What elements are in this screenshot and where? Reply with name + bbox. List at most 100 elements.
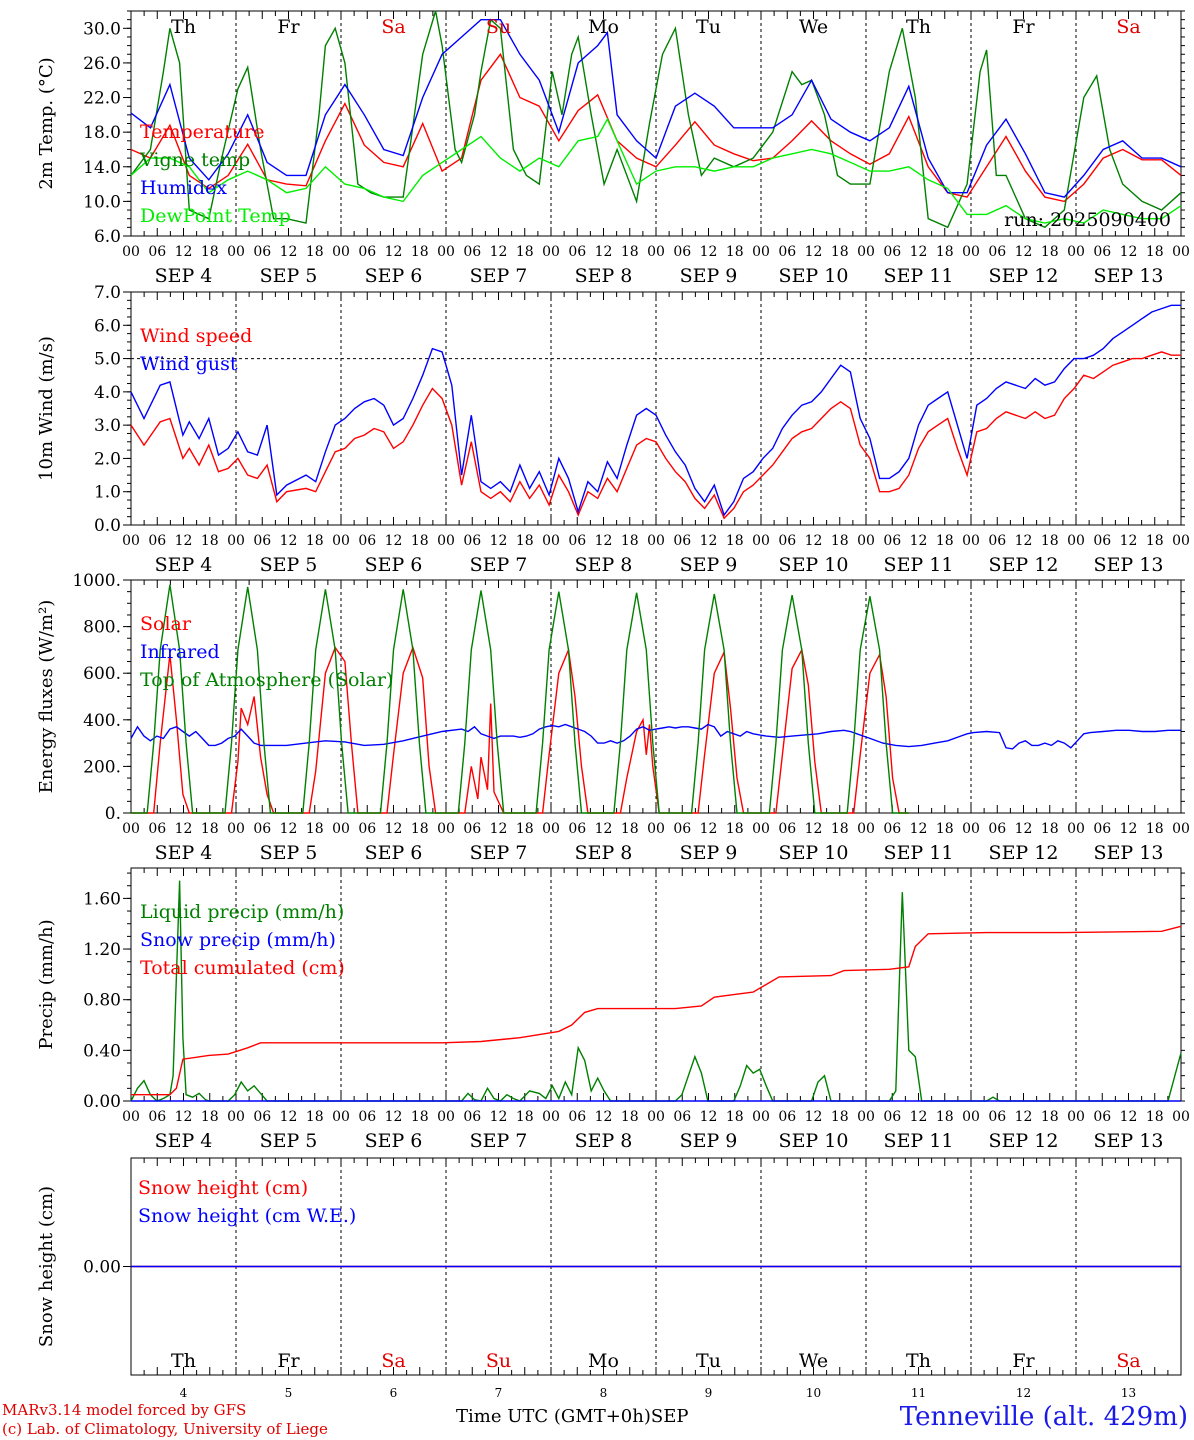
hour-tick-label: 18 xyxy=(516,1109,534,1125)
date-label: SEP 9 xyxy=(680,842,738,864)
hour-tick-label: 06 xyxy=(778,533,796,549)
date-label: SEP 8 xyxy=(575,265,633,287)
series-liquid-precip-mm-h- xyxy=(130,880,1182,1102)
y-tick-label: 600. xyxy=(83,664,121,684)
hour-tick-label: 06 xyxy=(253,533,271,549)
hour-tick-label: 12 xyxy=(700,533,718,549)
legend-entry: Wind speed xyxy=(140,325,252,347)
hour-tick-label: 18 xyxy=(201,244,219,260)
hour-tick-label: 12 xyxy=(385,1109,403,1125)
weekday-label: Su xyxy=(486,16,511,38)
hour-tick-label: 06 xyxy=(253,244,271,260)
hour-tick-label: 06 xyxy=(463,244,481,260)
credit-model: MARv3.14 model forced by GFS xyxy=(2,1401,247,1419)
hour-tick-label: 12 xyxy=(175,1109,193,1125)
weekday-label: Su xyxy=(486,1350,511,1372)
hour-tick-label: 00 xyxy=(1172,821,1190,837)
series-infrared xyxy=(130,723,1181,750)
date-label: SEP 5 xyxy=(260,1130,318,1152)
date-label: SEP 6 xyxy=(365,1130,423,1152)
day-number-label: 12 xyxy=(1016,1386,1031,1400)
hour-tick-label: 06 xyxy=(358,821,376,837)
hour-tick-label: 00 xyxy=(752,533,770,549)
hour-tick-label: 18 xyxy=(306,821,324,837)
series-temperature xyxy=(130,52,1182,203)
hour-tick-label: 12 xyxy=(910,1109,928,1125)
series-dewpoint-temp xyxy=(130,117,1182,224)
hour-tick-label: 18 xyxy=(726,821,744,837)
hour-tick-label: 06 xyxy=(883,533,901,549)
hour-tick-label: 12 xyxy=(1015,821,1033,837)
hour-tick-label: 18 xyxy=(411,533,429,549)
hour-tick-label: 00 xyxy=(1172,244,1190,260)
weekday-label: Fr xyxy=(1012,1350,1035,1372)
hour-tick-label: 18 xyxy=(936,533,954,549)
hour-tick-label: 06 xyxy=(988,1109,1006,1125)
credit-lab: (c) Lab. of Climatology, University of L… xyxy=(2,1420,328,1438)
hour-tick-label: 12 xyxy=(1120,244,1138,260)
hour-tick-label: 12 xyxy=(1015,1109,1033,1125)
date-label: SEP 7 xyxy=(470,842,528,864)
y-tick-label: 1.60 xyxy=(83,889,121,909)
date-label: SEP 11 xyxy=(884,842,954,864)
hour-tick-label: 18 xyxy=(936,821,954,837)
y-tick-label: 0.80 xyxy=(83,991,121,1011)
weekday-label: Th xyxy=(906,1350,931,1372)
hour-tick-label: 00 xyxy=(227,1109,245,1125)
date-label: SEP 9 xyxy=(680,554,738,576)
date-label: SEP 5 xyxy=(260,265,318,287)
hour-tick-label: 06 xyxy=(358,244,376,260)
hour-tick-label: 12 xyxy=(595,821,613,837)
hour-tick-label: 18 xyxy=(621,1109,639,1125)
legend-entry: Wind gust xyxy=(140,353,238,375)
hour-tick-label: 12 xyxy=(280,821,298,837)
weekday-label: Th xyxy=(171,1350,196,1372)
weekday-label: Tu xyxy=(696,16,721,38)
hour-tick-label: 00 xyxy=(752,1109,770,1125)
legend-entry: Snow precip (mm/h) xyxy=(140,929,336,951)
legend-entry: Total cumulated (cm) xyxy=(140,957,345,979)
hour-tick-label: 00 xyxy=(332,1109,350,1125)
weekday-label: Th xyxy=(906,16,931,38)
series-vigne-temp xyxy=(130,10,1182,229)
hour-tick-label: 00 xyxy=(1067,244,1085,260)
legend-entry: Snow height (cm W.E.) xyxy=(138,1205,356,1227)
series-wind-speed xyxy=(130,351,1181,520)
y-axis-label: 2m Temp. (°C) xyxy=(36,57,57,189)
date-label: SEP 4 xyxy=(155,554,213,576)
hour-tick-label: 06 xyxy=(673,533,691,549)
hour-tick-label: 06 xyxy=(778,821,796,837)
hour-tick-label: 00 xyxy=(1172,533,1190,549)
hour-tick-label: 18 xyxy=(831,533,849,549)
x-axis-unit: SEP xyxy=(650,1406,689,1427)
date-label: SEP 5 xyxy=(260,842,318,864)
day-number-label: 11 xyxy=(911,1386,926,1400)
hour-tick-label: 12 xyxy=(1120,533,1138,549)
hour-tick-label: 18 xyxy=(306,533,324,549)
y-tick-label: 0.00 xyxy=(83,1258,121,1278)
date-label: SEP 6 xyxy=(365,842,423,864)
hour-tick-label: 12 xyxy=(700,821,718,837)
weekday-label: We xyxy=(799,1350,828,1372)
y-tick-label: 10.0 xyxy=(83,192,121,212)
y-tick-label: 3.0 xyxy=(94,416,121,436)
weekday-label: Sa xyxy=(1116,1350,1140,1372)
hour-tick-label: 00 xyxy=(962,533,980,549)
y-tick-label: 6.0 xyxy=(94,227,121,247)
hour-tick-label: 12 xyxy=(175,821,193,837)
legend-entry: Infrared xyxy=(140,641,220,663)
hour-tick-label: 18 xyxy=(411,244,429,260)
weekday-label: Fr xyxy=(277,16,300,38)
hour-tick-label: 06 xyxy=(253,821,271,837)
hour-tick-label: 00 xyxy=(857,244,875,260)
date-label: SEP 12 xyxy=(989,554,1059,576)
series-humidex xyxy=(130,19,1182,198)
date-label: SEP 11 xyxy=(884,265,954,287)
y-tick-label: 7.0 xyxy=(94,283,121,303)
y-tick-label: 22.0 xyxy=(83,89,121,109)
hour-tick-label: 18 xyxy=(201,533,219,549)
weekday-label: Sa xyxy=(381,16,405,38)
date-label: SEP 8 xyxy=(575,1130,633,1152)
hour-tick-label: 12 xyxy=(490,244,508,260)
